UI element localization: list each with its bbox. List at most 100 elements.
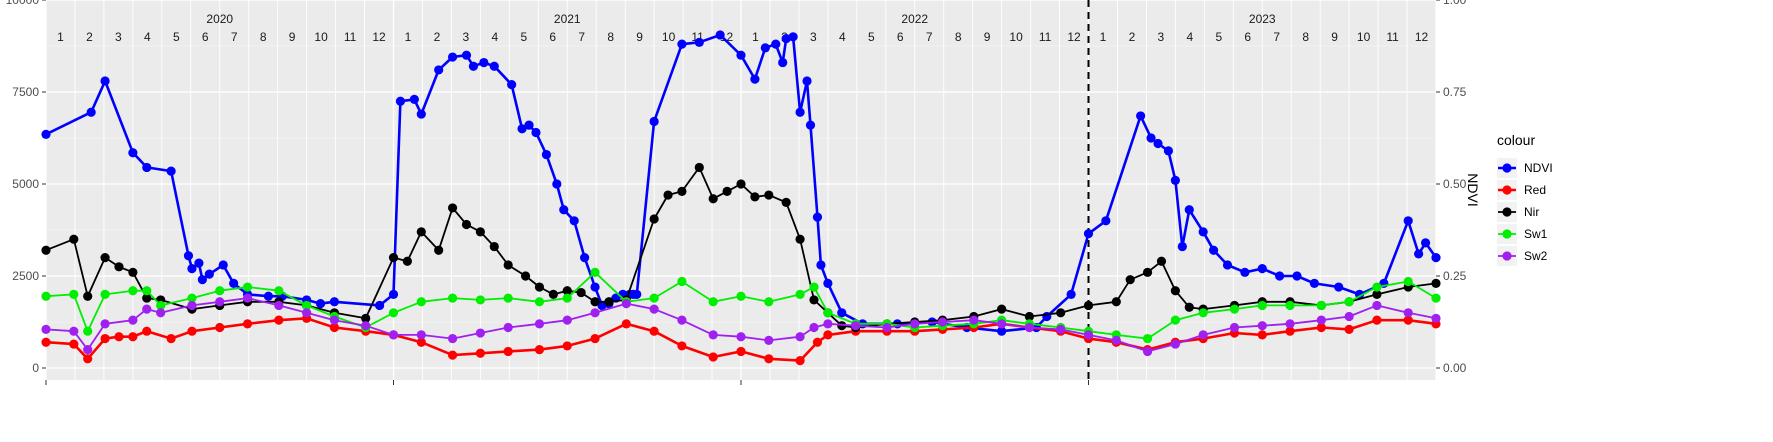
data-point (489, 61, 499, 71)
data-point (100, 333, 110, 344)
data-point (128, 315, 138, 325)
month-label: 8 (607, 30, 614, 44)
month-label: 6 (1244, 30, 1251, 44)
data-point (580, 253, 590, 263)
data-point (1177, 241, 1187, 252)
data-point (263, 291, 273, 301)
data-point (361, 321, 371, 331)
month-label: 2 (86, 30, 93, 44)
data-point (475, 227, 485, 237)
data-point (715, 30, 725, 40)
data-point (416, 227, 426, 237)
data-point (837, 321, 847, 331)
data-point (649, 116, 659, 127)
month-label: 6 (897, 30, 904, 44)
x-axis (45, 380, 1089, 385)
data-point (694, 37, 704, 47)
data-point (475, 295, 485, 305)
month-label: 10 (314, 30, 328, 44)
data-point (802, 76, 812, 86)
data-point (1292, 271, 1302, 281)
month-label: 1 (405, 30, 412, 44)
data-point (1024, 322, 1035, 333)
data-point (1431, 253, 1441, 263)
data-point (503, 260, 513, 270)
legend-key-point (1502, 207, 1512, 217)
year-label: 2020 (206, 12, 233, 26)
month-label: 4 (1187, 30, 1194, 44)
data-point (395, 96, 406, 106)
month-label: 3 (1158, 30, 1165, 44)
data-point (142, 162, 152, 173)
data-point (910, 319, 920, 329)
month-label: 10 (662, 30, 676, 44)
data-point (1125, 275, 1135, 285)
data-point (503, 322, 513, 333)
data-point (823, 330, 833, 340)
data-point (142, 326, 152, 336)
data-point (562, 293, 572, 303)
data-point (708, 194, 718, 204)
data-point (100, 289, 110, 299)
data-point (1170, 315, 1180, 325)
data-point (534, 345, 545, 355)
data-point (100, 76, 110, 86)
data-point (329, 322, 340, 333)
data-point (204, 269, 214, 279)
data-point (1229, 322, 1240, 333)
data-point (128, 332, 138, 342)
data-point (590, 282, 600, 292)
data-point (708, 352, 718, 362)
data-point (812, 212, 823, 222)
data-point (41, 291, 51, 301)
data-point (1198, 227, 1208, 237)
data-point (649, 304, 659, 314)
data-point (1316, 322, 1326, 333)
data-point (274, 286, 284, 296)
data-point (1066, 289, 1076, 299)
data-point (1142, 333, 1153, 344)
data-point (479, 57, 489, 68)
month-label: 4 (492, 30, 499, 44)
data-point (114, 262, 124, 272)
right-axis-title: NDVI (1465, 173, 1481, 206)
data-point (1170, 339, 1180, 349)
data-point (315, 299, 326, 309)
month-label: 1 (1100, 30, 1107, 44)
month-label: 11 (344, 30, 357, 44)
data-point (795, 234, 805, 244)
series-line (45, 166, 1437, 329)
data-point (1209, 245, 1219, 255)
month-label: 5 (520, 30, 527, 44)
data-point (541, 149, 552, 160)
month-label: 5 (173, 30, 180, 44)
legend-title: colour (1497, 132, 1535, 148)
data-point (329, 315, 340, 325)
month-label: 1 (752, 30, 759, 44)
data-point (1198, 330, 1208, 340)
month-label: 9 (636, 30, 643, 44)
data-point (823, 308, 833, 318)
month-label: 5 (1215, 30, 1222, 44)
data-point (187, 300, 197, 311)
data-point (187, 293, 197, 303)
month-label: 1 (57, 30, 64, 44)
month-label: 10 (1357, 30, 1371, 44)
data-point (1257, 330, 1267, 340)
data-point (736, 332, 746, 342)
data-point (183, 251, 194, 261)
data-point (1334, 282, 1344, 292)
data-point (816, 260, 826, 270)
data-point (1257, 300, 1267, 311)
data-point (805, 120, 816, 130)
data-point (590, 297, 600, 307)
data-point (69, 234, 79, 244)
data-point (1056, 308, 1066, 318)
month-label: 4 (839, 30, 846, 44)
data-point (447, 293, 458, 303)
data-point (632, 289, 642, 299)
data-point (1229, 304, 1240, 314)
data-point (1184, 205, 1194, 215)
data-point (409, 94, 419, 104)
